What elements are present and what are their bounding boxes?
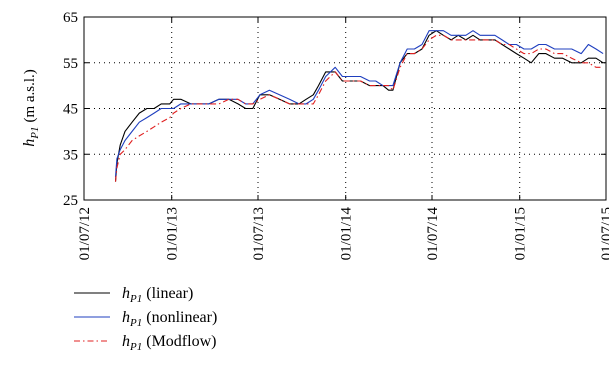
y-tick-label: 65 <box>63 10 78 26</box>
legend-label-sub: P1 <box>129 341 142 353</box>
legend-label-name: (linear) <box>146 285 193 302</box>
y-axis-label-unit: (m a.s.l.) <box>22 69 38 122</box>
y-axis-label: hP1 (m a.s.l.) <box>21 69 41 147</box>
y-tick-label: 25 <box>63 193 78 209</box>
series-line-2 <box>114 30 604 178</box>
legend-label-base: h <box>122 309 130 326</box>
y-tick-label: 55 <box>63 56 78 72</box>
legend-label-sub: P1 <box>129 317 142 329</box>
x-tick-label: 01/01/14 <box>339 207 355 261</box>
legend-label: hP1 (Modflow) <box>122 333 216 353</box>
y-tick-label: 35 <box>63 147 78 163</box>
legend-label-base: h <box>122 333 130 350</box>
x-tick-label: 01/07/15 <box>599 207 609 260</box>
legend-label-base: h <box>122 285 130 302</box>
legend-label: hP1 (linear) <box>122 285 193 305</box>
legend-label-sub: P1 <box>129 293 142 305</box>
x-tick-label: 01/01/13 <box>165 207 181 260</box>
x-tick-label: 01/07/14 <box>425 207 441 261</box>
legend-label-name: (Modflow) <box>146 333 216 350</box>
tick-labels: 25 35 45 55 65 01/07/12 01/01/13 01/07/13 01/01/… <box>63 10 609 260</box>
series-layer <box>114 30 604 182</box>
x-tick-label: 01/07/13 <box>251 207 267 260</box>
y-tick-label: 45 <box>63 102 78 118</box>
y-axis-label-base: h <box>21 139 38 147</box>
legend-label-name: (nonlinear) <box>146 309 217 326</box>
legend-label: hP1 (nonlinear) <box>122 309 217 329</box>
y-axis-label-sub: P1 <box>29 127 41 140</box>
x-tick-label: 01/07/12 <box>77 207 93 260</box>
x-tick-label: 01/01/15 <box>513 207 529 260</box>
ticks <box>83 16 607 201</box>
series-line-1 <box>114 30 604 182</box>
grid <box>84 17 606 200</box>
legend: hP1 (linear)hP1 (nonlinear)hP1 (Modflow) <box>74 285 217 353</box>
